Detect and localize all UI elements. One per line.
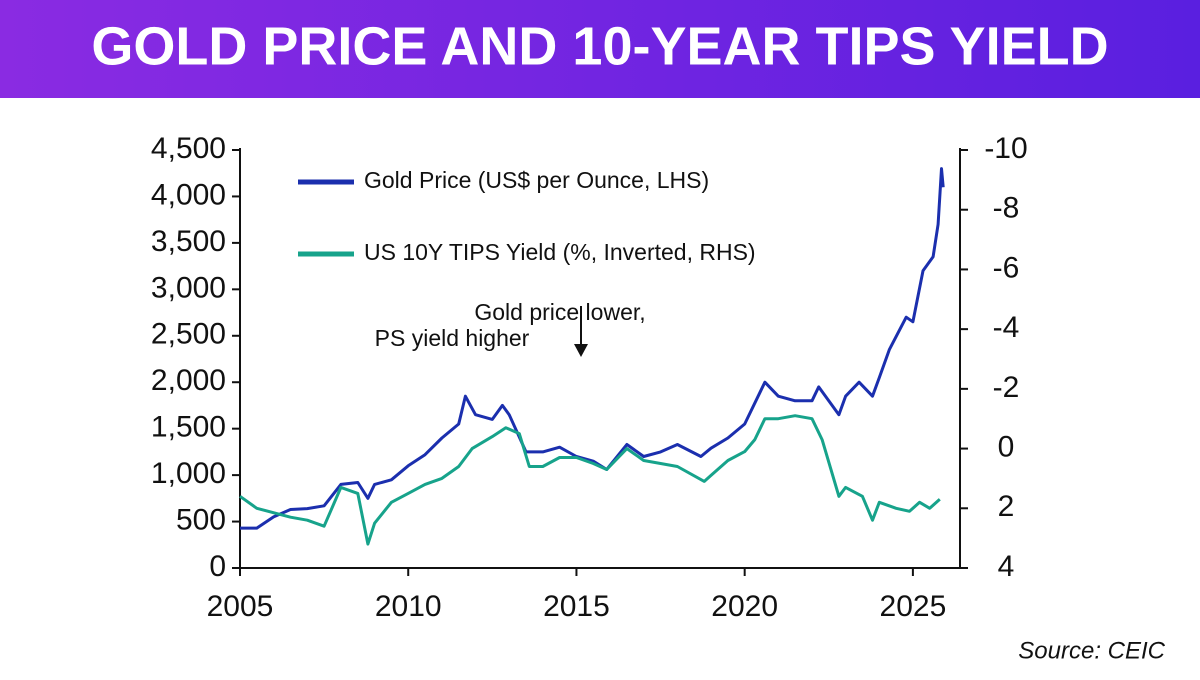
header	[0, 0, 1200, 98]
x-tick-label: 2015	[543, 590, 610, 623]
x-tick-label: 2020	[711, 590, 778, 623]
series-line	[240, 167, 945, 530]
y2-tick-label: -2	[993, 371, 1020, 404]
annotation: Gold price lower,	[474, 299, 645, 325]
y-tick-label: 3,500	[151, 225, 226, 258]
y-tick-label: 2,000	[151, 364, 226, 397]
y2-tick-label: -8	[993, 192, 1020, 225]
y-tick-label: 4,000	[151, 178, 226, 211]
annotation-arrowhead	[574, 344, 588, 357]
y-tick-label: 3,000	[151, 271, 226, 304]
y-tick-label: 2,500	[151, 318, 226, 351]
y2-tick-label: -10	[984, 132, 1027, 165]
legend-label: Gold Price (US$ per Ounce, LHS)	[364, 167, 709, 193]
chart-title: GOLD PRICE AND 10-YEAR TIPS YIELD	[91, 16, 1108, 76]
x-tick-label: 2005	[207, 590, 274, 623]
y2-tick-label: 0	[998, 430, 1015, 463]
y-tick-label: 500	[176, 503, 226, 536]
y-tick-label: 1,500	[151, 411, 226, 444]
y2-tick-label: 2	[998, 490, 1015, 523]
x-tick-label: 2010	[375, 590, 442, 623]
y2-tick-label: -6	[993, 251, 1020, 284]
y2-tick-label: -4	[993, 311, 1020, 344]
y-tick-label: 0	[209, 550, 226, 583]
series-line	[239, 414, 941, 546]
y-tick-label: 4,500	[151, 132, 226, 165]
annotation: PS yield higher	[375, 325, 530, 351]
y-tick-label: 1,000	[151, 457, 226, 490]
legend-label: US 10Y TIPS Yield (%, Inverted, RHS)	[364, 239, 756, 265]
source: Source: CEIC	[1018, 637, 1165, 664]
y2-tick-label: 4	[998, 550, 1015, 583]
x-tick-label: 2025	[880, 590, 947, 623]
